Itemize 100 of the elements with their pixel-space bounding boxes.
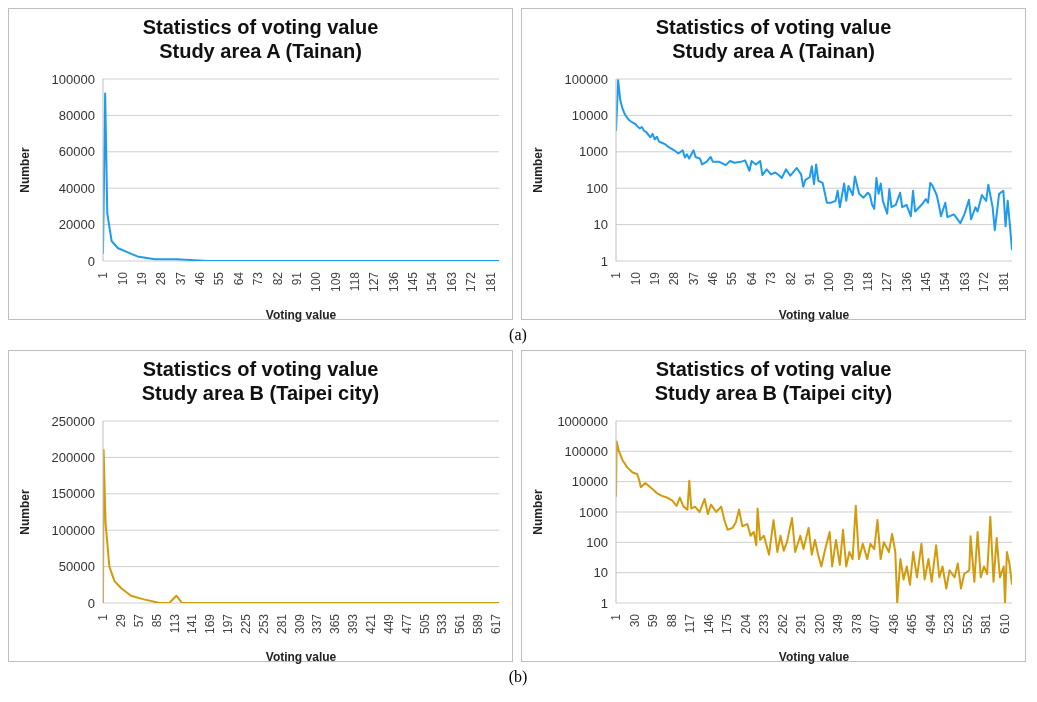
x-tick-label: 169 xyxy=(203,613,218,635)
x-tick-label: 73 xyxy=(764,271,779,286)
x-tick-label: 91 xyxy=(289,271,304,286)
x-tick-label: 204 xyxy=(738,613,753,635)
x-tick-label: 145 xyxy=(919,271,934,293)
x-tick-label: 154 xyxy=(938,271,953,293)
x-tick-label: 589 xyxy=(471,613,486,635)
x-tick-label: 28 xyxy=(667,271,682,286)
x-tick-label: 552 xyxy=(960,613,975,635)
chart-title: Statistics of voting value Study area A (Tainan) xyxy=(141,15,380,63)
y-tick-label: 0 xyxy=(87,253,95,269)
y-tick-label: 0 xyxy=(87,595,95,611)
x-tick-label: 181 xyxy=(996,271,1011,293)
line-series xyxy=(616,79,1012,252)
x-tick-label: 378 xyxy=(849,613,864,635)
x-tick-label: 337 xyxy=(310,613,325,635)
x-tick-label: 393 xyxy=(346,613,361,635)
y-tick-label: 100000 xyxy=(564,443,608,459)
x-tick-label: 100 xyxy=(309,271,324,293)
line-series xyxy=(616,440,1012,603)
y-tick-label: 40000 xyxy=(58,180,95,196)
x-tick-label: 1 xyxy=(96,271,111,279)
x-tick-label: 117 xyxy=(683,613,698,634)
x-tick-label: 1 xyxy=(96,613,111,621)
x-tick-label: 262 xyxy=(775,613,790,635)
x-tick-label: 172 xyxy=(464,271,479,293)
x-tick-label: 172 xyxy=(977,271,992,293)
x-tick-label: 109 xyxy=(841,271,856,293)
x-axis-title: Voting value xyxy=(265,650,337,664)
x-tick-label: 617 xyxy=(489,613,504,635)
x-tick-label: 10 xyxy=(628,271,643,286)
x-tick-label: 10 xyxy=(115,271,130,286)
y-tick-label: 150000 xyxy=(51,486,95,502)
y-axis-title: Number xyxy=(531,489,546,535)
x-tick-label: 610 xyxy=(997,613,1012,635)
x-tick-label: 145 xyxy=(406,271,421,293)
y-tick-label: 100 xyxy=(586,534,608,550)
x-tick-label: 55 xyxy=(212,271,227,286)
x-tick-label: 28 xyxy=(154,271,169,286)
y-tick-label: 250000 xyxy=(51,413,95,429)
x-tick-label: 57 xyxy=(131,613,146,628)
x-tick-label: 64 xyxy=(231,271,246,286)
x-axis-title: Voting value xyxy=(778,650,850,664)
x-tick-label: 127 xyxy=(367,271,382,293)
x-tick-label: 37 xyxy=(686,271,701,286)
x-tick-label: 181 xyxy=(483,271,498,293)
y-tick-label: 100 xyxy=(586,180,608,196)
y-tick-label: 1 xyxy=(600,595,608,611)
x-tick-label: 505 xyxy=(417,613,432,635)
x-tick-label: 82 xyxy=(270,271,285,286)
y-tick-label: 100000 xyxy=(51,522,95,538)
chart-title: Statistics of voting value Study area B (Taipei city) xyxy=(140,357,381,405)
y-tick-label: 60000 xyxy=(58,144,95,160)
y-axis-title: Number xyxy=(531,147,546,193)
x-tick-label: 233 xyxy=(757,613,772,635)
line-series xyxy=(103,449,499,603)
x-tick-label: 59 xyxy=(646,613,661,628)
x-tick-label: 449 xyxy=(381,613,396,635)
x-tick-label: 349 xyxy=(831,613,846,635)
x-axis-title: Voting value xyxy=(778,308,850,322)
x-axis-title: Voting value xyxy=(265,308,337,322)
x-tick-label: 88 xyxy=(664,613,679,628)
x-tick-label: 163 xyxy=(444,271,459,293)
x-tick-label: 136 xyxy=(899,271,914,293)
y-tick-label: 20000 xyxy=(58,217,95,233)
x-tick-label: 465 xyxy=(905,613,920,635)
x-tick-label: 82 xyxy=(783,271,798,286)
x-tick-label: 533 xyxy=(435,613,450,635)
y-tick-label: 10000 xyxy=(571,474,608,490)
x-tick-label: 109 xyxy=(328,271,343,293)
x-tick-label: 1 xyxy=(609,271,624,279)
x-tick-label: 581 xyxy=(979,613,994,635)
y-tick-label: 10000 xyxy=(571,108,608,124)
x-tick-label: 127 xyxy=(880,271,895,293)
x-tick-label: 118 xyxy=(861,271,875,292)
y-tick-label: 10 xyxy=(593,565,608,581)
x-tick-label: 1 xyxy=(609,613,624,621)
x-tick-label: 73 xyxy=(251,271,266,286)
x-tick-label: 365 xyxy=(328,613,343,635)
x-tick-label: 320 xyxy=(812,613,827,635)
x-tick-label: 146 xyxy=(701,613,716,635)
x-tick-label: 225 xyxy=(239,613,254,635)
y-tick-label: 80000 xyxy=(58,108,95,124)
y-tick-label: 10 xyxy=(593,217,608,233)
x-tick-label: 281 xyxy=(274,613,289,635)
text: (b) xyxy=(508,668,528,685)
x-tick-label: 154 xyxy=(425,271,440,293)
x-tick-label: 19 xyxy=(134,271,149,286)
line-series xyxy=(103,92,499,261)
y-axis-title: Number xyxy=(18,489,33,535)
x-tick-label: 30 xyxy=(627,613,642,628)
y-axis-title: Number xyxy=(18,147,33,193)
x-tick-label: 421 xyxy=(364,613,379,635)
x-tick-label: 253 xyxy=(256,613,271,635)
x-tick-label: 494 xyxy=(923,613,938,635)
x-tick-label: 46 xyxy=(706,271,721,286)
x-tick-label: 136 xyxy=(386,271,401,293)
x-tick-label: 19 xyxy=(647,271,662,286)
y-tick-label: 1 xyxy=(600,253,608,269)
x-tick-label: 64 xyxy=(744,271,759,286)
